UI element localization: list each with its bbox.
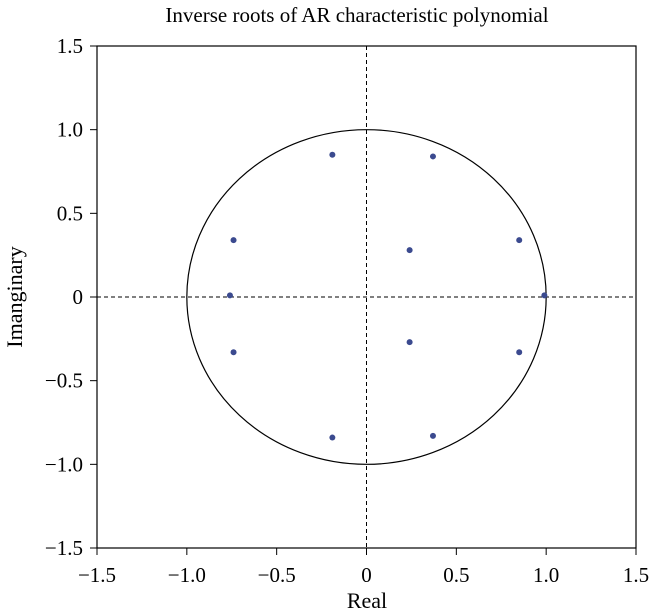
root-point xyxy=(516,349,523,356)
y-tick-label: −1.0 xyxy=(45,452,83,476)
x-tick-label: 1.0 xyxy=(533,563,559,587)
x-tick-label: −1.0 xyxy=(168,563,206,587)
root-point xyxy=(230,349,237,356)
y-tick-label: 0.5 xyxy=(57,201,83,225)
y-tick-label: −0.5 xyxy=(45,369,83,393)
root-point xyxy=(329,434,336,441)
root-point xyxy=(230,237,237,244)
x-tick-label: 1.5 xyxy=(623,563,649,587)
axis-ticks: −1.5 −1.0 −0.5 0 0.5 1.0 1.5 −1.5 −1.0 −0.5 0 0.5 1.… xyxy=(45,34,649,587)
y-axis-label: Imanginary xyxy=(2,246,27,347)
x-tick-label: 0.5 xyxy=(443,563,469,587)
y-tick-label: 0 xyxy=(73,285,84,309)
root-point xyxy=(406,339,413,346)
y-tick-label: 1.5 xyxy=(57,34,83,58)
root-point xyxy=(406,247,413,254)
root-point xyxy=(429,153,436,160)
root-point xyxy=(516,237,523,244)
root-point xyxy=(429,432,436,439)
root-point xyxy=(329,151,336,158)
root-points xyxy=(226,151,548,441)
chart-title: Inverse roots of AR characteristic polyn… xyxy=(165,3,548,27)
root-point xyxy=(541,292,548,299)
y-tick-label: 1.0 xyxy=(57,118,83,142)
x-tick-label: 0 xyxy=(361,563,372,587)
x-tick-label: −0.5 xyxy=(258,563,296,587)
y-tick-label: −1.5 xyxy=(45,536,83,560)
zero-lines xyxy=(97,46,636,548)
x-axis-label: Real xyxy=(347,588,387,611)
x-tick-label: −1.5 xyxy=(78,563,116,587)
root-point xyxy=(226,292,233,299)
